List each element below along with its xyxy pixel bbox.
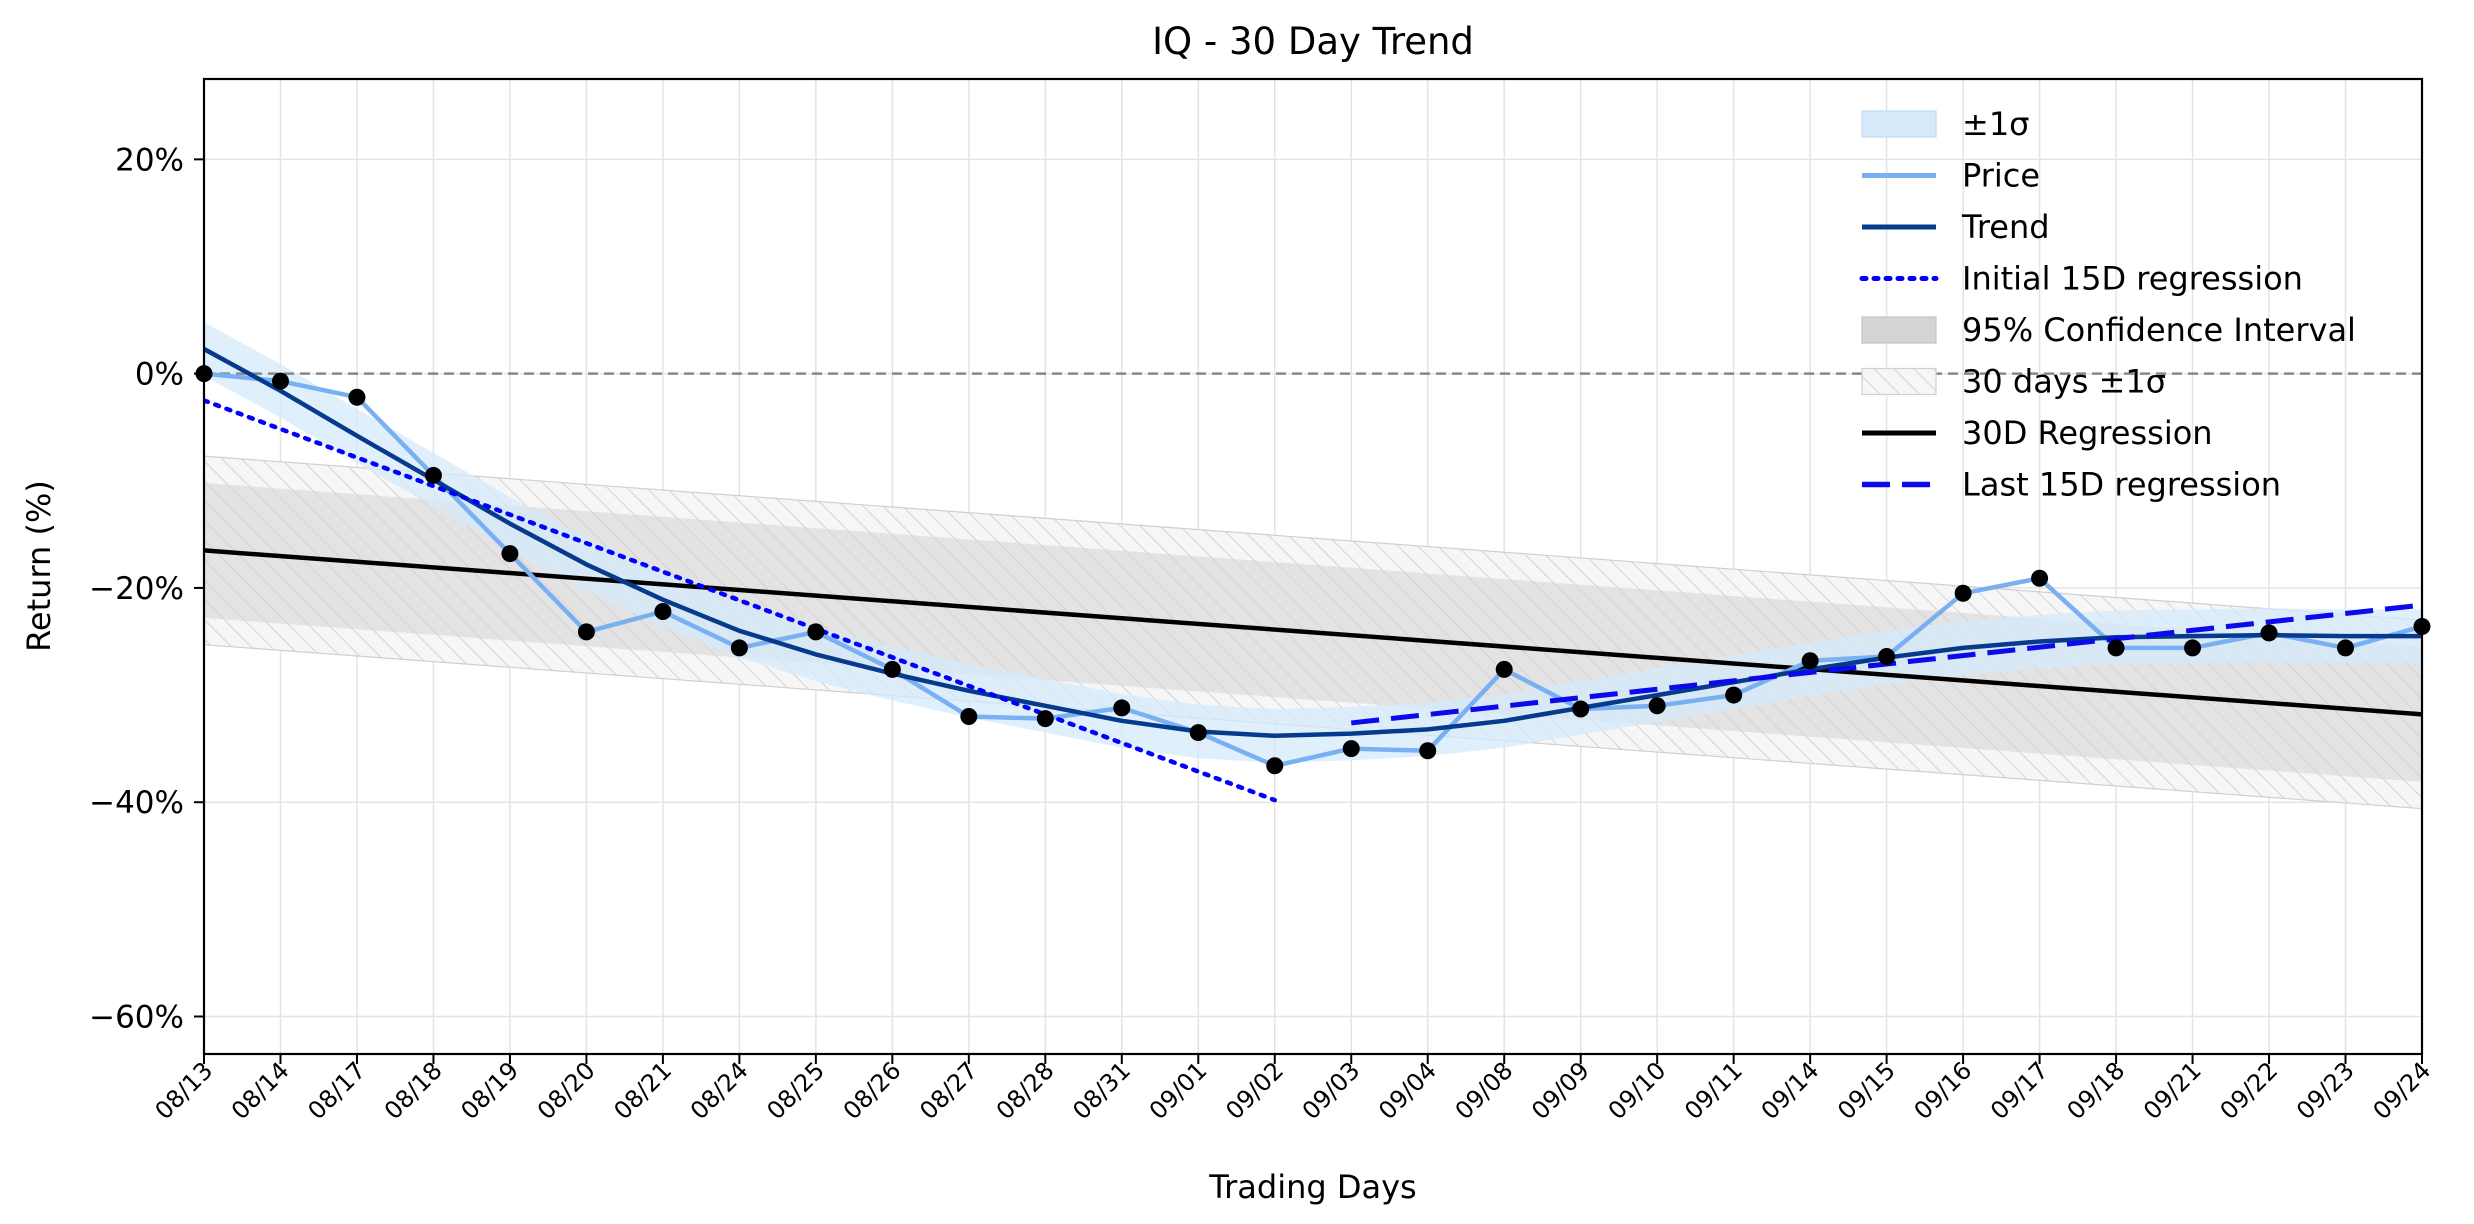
- price-point: [577, 623, 595, 641]
- x-tick-label: 09/10: [1603, 1056, 1672, 1125]
- initial-15d-regression-line: [204, 398, 1278, 803]
- price-point: [424, 466, 442, 484]
- price-point: [271, 372, 289, 390]
- price-point: [1266, 757, 1284, 775]
- x-tick-label: 08/25: [761, 1056, 830, 1125]
- price-point: [501, 545, 519, 563]
- x-tick-label: 09/17: [1985, 1056, 2054, 1125]
- price-point: [1725, 686, 1743, 704]
- x-axis: 08/13 08/14 08/17 08/18 08/19 08/20 08/21 08/24…: [150, 1054, 2437, 1125]
- y-tick-label: −20%: [89, 571, 184, 607]
- y-tick-label: −60%: [89, 1000, 184, 1036]
- y-tick-label: 0%: [135, 357, 184, 393]
- x-tick-label: 08/20: [532, 1056, 601, 1125]
- x-tick-label: 08/31: [1067, 1056, 1136, 1125]
- legend-sigma-label: ±1σ: [1962, 105, 2029, 143]
- legend: ±1σ Price Trend Initial 15D regression 95% C…: [1859, 105, 2356, 504]
- price-point: [1419, 742, 1437, 760]
- price-point: [1036, 710, 1054, 728]
- legend-initial-15d-label: Initial 15D regression: [1962, 260, 2303, 298]
- price-point: [1113, 699, 1131, 717]
- series-lines: [204, 347, 2422, 803]
- x-tick-label: 09/08: [1450, 1056, 1519, 1125]
- price-point: [730, 639, 748, 657]
- x-tick-label: 09/14: [1756, 1056, 1825, 1125]
- legend-sigma-swatch: [1861, 110, 1937, 138]
- price-point: [348, 388, 366, 406]
- sigma-band: [204, 322, 2422, 763]
- x-tick-label: 09/03: [1297, 1056, 1366, 1125]
- x-tick-label: 08/13: [150, 1056, 219, 1125]
- price-point: [1342, 740, 1360, 758]
- x-axis-label: Trading Days: [1208, 1168, 1416, 1206]
- x-tick-label: 09/11: [1679, 1056, 1748, 1125]
- regression-30d-line: [204, 548, 2422, 717]
- price-point: [1572, 700, 1590, 718]
- x-tick-label: 08/27: [914, 1056, 983, 1125]
- y-tick-label: 20%: [115, 142, 184, 178]
- y-axis: 20% 0% −20% −40% −60%: [89, 142, 204, 1036]
- price-point: [1954, 584, 1972, 602]
- price-point: [1878, 648, 1896, 665]
- legend-ci-label: 95% Confidence Interval: [1962, 311, 2356, 349]
- x-tick-label: 08/17: [302, 1056, 371, 1125]
- legend-sigma-30d-label: 30 days ±1σ: [1962, 363, 2166, 401]
- price-point: [1495, 660, 1513, 678]
- price-point: [654, 603, 672, 620]
- x-tick-label: 08/24: [685, 1056, 754, 1125]
- plot-frame: [202, 77, 2424, 1056]
- x-tick-label: 09/22: [2215, 1056, 2284, 1125]
- x-tick-label: 08/14: [226, 1056, 295, 1125]
- price-point: [1801, 652, 1819, 670]
- price-point: [2260, 624, 2278, 642]
- legend-sigma-30d-hatch: [1862, 368, 1936, 395]
- x-tick-label: 09/04: [1373, 1056, 1442, 1125]
- legend-trend-label: Trend: [1961, 208, 2050, 246]
- x-tick-label: 08/18: [379, 1056, 448, 1125]
- legend-last-15d-label: Last 15D regression: [1962, 466, 2281, 504]
- x-tick-label: 08/28: [991, 1056, 1060, 1125]
- price-point: [2184, 639, 2202, 657]
- y-axis-label: Return (%): [20, 480, 58, 652]
- x-tick-label: 09/21: [2138, 1056, 2207, 1125]
- legend-price-label: Price: [1962, 157, 2040, 195]
- chart-title: IQ - 30 Day Trend: [1152, 20, 1474, 63]
- x-tick-label: 08/19: [455, 1056, 524, 1125]
- price-point: [2107, 639, 2125, 657]
- y-tick-label: −40%: [89, 785, 184, 821]
- price-point: [1189, 724, 1207, 742]
- price-point: [2337, 639, 2355, 657]
- price-point: [960, 708, 978, 725]
- x-tick-label: 09/16: [1909, 1056, 1978, 1125]
- legend-regression-30d-label: 30D Regression: [1962, 414, 2213, 452]
- trend-line: [204, 347, 2422, 739]
- x-tick-label: 09/02: [1220, 1056, 1289, 1125]
- price-point: [1648, 697, 1666, 715]
- x-tick-label: 09/01: [1144, 1056, 1213, 1125]
- x-tick-label: 09/23: [2291, 1056, 2360, 1125]
- x-tick-label: 08/21: [608, 1056, 677, 1125]
- price-point: [2031, 569, 2049, 587]
- price-line: [204, 371, 2422, 769]
- x-tick-label: 09/15: [1832, 1056, 1901, 1125]
- x-tick-label: 09/24: [2368, 1056, 2437, 1125]
- price-point: [807, 623, 825, 641]
- legend-ci-swatch: [1861, 316, 1937, 344]
- x-tick-label: 08/26: [838, 1056, 907, 1125]
- price-point: [883, 660, 901, 678]
- x-tick-label: 09/09: [1526, 1056, 1595, 1125]
- x-tick-label: 09/18: [2062, 1056, 2131, 1125]
